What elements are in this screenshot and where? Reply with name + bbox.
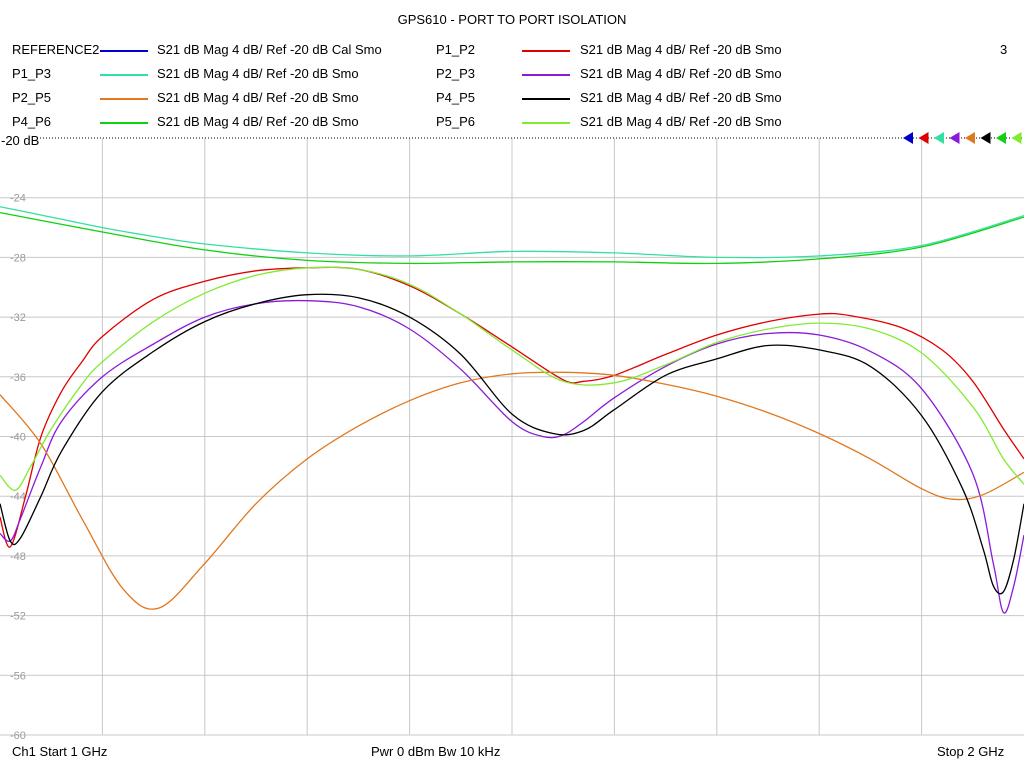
- footer-power-bandwidth: Pwr 0 dBm Bw 10 kHz: [371, 744, 501, 759]
- y-tick-label: -48: [10, 551, 26, 563]
- reference-markers: [903, 132, 1022, 144]
- legend-swatch-reference2: [100, 50, 148, 52]
- trace-p4-p6: [0, 211, 1024, 265]
- y-tick-labels: -24 -28 -32 -36 -40 -44 -48 -52 -56 -60: [10, 193, 26, 742]
- legend-name-reference2: REFERENCE2: [12, 42, 100, 57]
- trace-p1-p2: [0, 266, 1024, 548]
- y-tick-label: -40: [10, 432, 26, 444]
- y-tick-label: -60: [10, 730, 26, 742]
- trace-p5-p6: [0, 266, 1024, 491]
- y-tick-label: -44: [10, 491, 26, 503]
- legend-desc-p4-p6: S21 dB Mag 4 dB/ Ref -20 dB Smo: [157, 114, 359, 129]
- y-tick-label: -52: [10, 611, 26, 623]
- y-tick-label: -56: [10, 670, 26, 682]
- ref-marker-p2-p3: [949, 132, 960, 144]
- legend-name-p2-p5: P2_P5: [12, 90, 52, 105]
- legend-swatch-p5-p6: [522, 122, 570, 124]
- grid: [0, 138, 1024, 736]
- legend-name-p4-p6: P4_P6: [12, 114, 52, 129]
- legend-desc-p1-p3: S21 dB Mag 4 dB/ Ref -20 dB Smo: [157, 66, 359, 81]
- chart-title: GPS610 - PORT TO PORT ISOLATION: [397, 12, 627, 27]
- legend-name-p4-p5: P4_P5: [436, 90, 476, 105]
- legend-desc-p2-p3: S21 dB Mag 4 dB/ Ref -20 dB Smo: [580, 66, 782, 81]
- trace-p4-p5: [0, 293, 1024, 595]
- legend-swatch-p2-p5: [100, 98, 148, 100]
- legend-desc-reference2: S21 dB Mag 4 dB/ Ref -20 dB Cal Smo: [157, 42, 382, 57]
- trace-p1-p3: [0, 206, 1024, 259]
- legend-swatch-p4-p5: [522, 98, 570, 100]
- legend-name-p1-p2: P1_P2: [436, 42, 476, 57]
- reference-level-label: -20 dB: [1, 133, 39, 148]
- legend-desc-p2-p5: S21 dB Mag 4 dB/ Ref -20 dB Smo: [157, 90, 359, 105]
- legend-desc-p5-p6: S21 dB Mag 4 dB/ Ref -20 dB Smo: [580, 114, 782, 129]
- legend-swatch-p4-p6: [100, 122, 148, 124]
- footer-stop: Stop 2 GHz: [937, 744, 1005, 759]
- ref-marker-p2-p5: [965, 132, 975, 144]
- y-tick-label: -28: [10, 252, 26, 264]
- legend-desc-p1-p2: S21 dB Mag 4 dB/ Ref -20 dB Smo: [580, 42, 782, 57]
- legend-swatch-p2-p3: [522, 74, 570, 76]
- legend-swatch-p1-p2: [522, 50, 570, 52]
- trace-p2-p5: [0, 371, 1024, 610]
- legend-name-p5-p6: P5_P6: [436, 114, 476, 129]
- ref-marker-p5-p6: [1011, 132, 1022, 144]
- ref-marker-p4-p5: [980, 132, 991, 144]
- y-tick-label: -32: [10, 312, 26, 324]
- legend-desc-p4-p5: S21 dB Mag 4 dB/ Ref -20 dB Smo: [580, 90, 782, 105]
- legend-name-p1-p3: P1_P3: [12, 66, 52, 81]
- trace-p2-p3: [0, 299, 1024, 614]
- legend-swatch-p1-p3: [100, 74, 148, 76]
- legend-name-p2-p3: P2_P3: [436, 66, 476, 81]
- y-tick-label: -24: [10, 193, 26, 205]
- channel-number: 3: [1000, 42, 1008, 57]
- ref-marker-p1-p3: [934, 132, 944, 144]
- ref-marker-reference2: [903, 132, 913, 144]
- ref-marker-p4-p6: [996, 132, 1006, 144]
- traces: [0, 206, 1024, 614]
- y-tick-label: -36: [10, 372, 26, 384]
- footer-start: Ch1 Start 1 GHz: [12, 744, 108, 759]
- ref-marker-p1-p2: [918, 132, 929, 144]
